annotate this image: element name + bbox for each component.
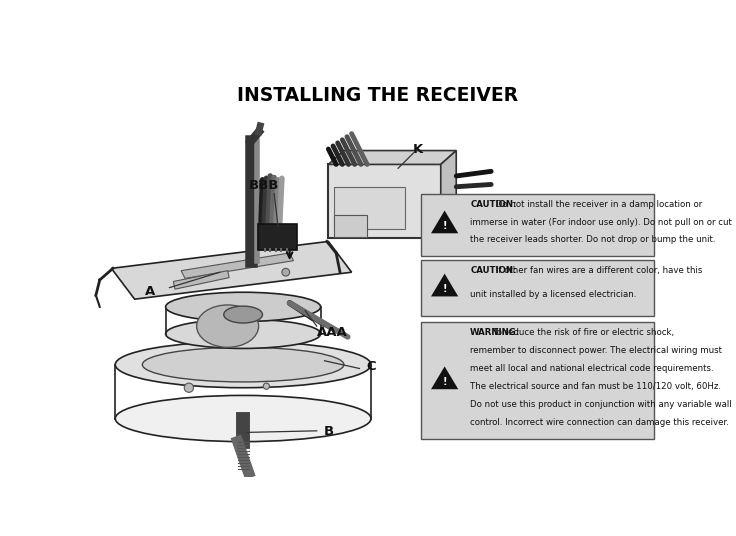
Text: AAA: AAA [317,326,347,339]
Polygon shape [433,276,456,295]
Circle shape [184,383,194,392]
Polygon shape [174,271,229,289]
Text: If other fan wires are a different color, have this: If other fan wires are a different color… [492,266,702,275]
Text: immerse in water (For indoor use only). Do not pull on or cut: immerse in water (For indoor use only). … [470,218,732,227]
FancyBboxPatch shape [334,215,367,237]
Polygon shape [111,241,352,299]
Text: unit installed by a licensed electrician.: unit installed by a licensed electrician… [470,289,637,299]
Text: BBB: BBB [249,180,279,192]
Polygon shape [328,151,456,165]
Text: !: ! [442,284,447,294]
Polygon shape [441,151,456,237]
Bar [422,260,654,316]
Text: !: ! [442,221,447,230]
Circle shape [282,269,290,276]
Ellipse shape [116,341,371,388]
Ellipse shape [197,305,258,347]
Text: control. Incorrect wire connection can damage this receiver.: control. Incorrect wire connection can d… [470,418,729,427]
Text: CAUTION:: CAUTION: [470,266,517,275]
Text: the receiver leads shorter. Do not drop or bump the unit.: the receiver leads shorter. Do not drop … [470,235,715,244]
Bar [422,322,654,440]
Text: A: A [145,285,155,298]
Circle shape [263,383,269,389]
Text: !: ! [442,377,447,386]
Text: Do not install the receiver in a damp location or: Do not install the receiver in a damp lo… [492,200,702,209]
Polygon shape [181,253,294,278]
Polygon shape [433,213,456,232]
Bar [422,193,654,256]
Text: CAUTION:: CAUTION: [470,200,517,209]
Text: meet all local and national electrical code requirements.: meet all local and national electrical c… [470,364,714,374]
Text: remember to disconnect power. The electrical wiring must: remember to disconnect power. The electr… [470,346,722,355]
Text: Do not use this product in conjunction with any variable wall: Do not use this product in conjunction w… [470,400,732,410]
FancyBboxPatch shape [334,187,405,229]
Text: C: C [367,360,376,374]
Ellipse shape [224,306,263,323]
Ellipse shape [166,292,321,322]
FancyBboxPatch shape [328,163,442,239]
Text: INSTALLING THE RECEIVER: INSTALLING THE RECEIVER [237,86,517,105]
Ellipse shape [116,396,371,442]
Text: B: B [324,425,334,438]
Text: The electrical source and fan must be 110/120 volt, 60Hz.: The electrical source and fan must be 11… [470,382,721,391]
Ellipse shape [166,319,321,348]
Text: K: K [412,143,422,155]
Text: WARNING:: WARNING: [470,329,520,338]
Ellipse shape [142,347,344,382]
FancyBboxPatch shape [258,224,297,250]
Text: To reduce the risk of fire or electric shock,: To reduce the risk of fire or electric s… [492,329,673,338]
Polygon shape [433,368,456,388]
